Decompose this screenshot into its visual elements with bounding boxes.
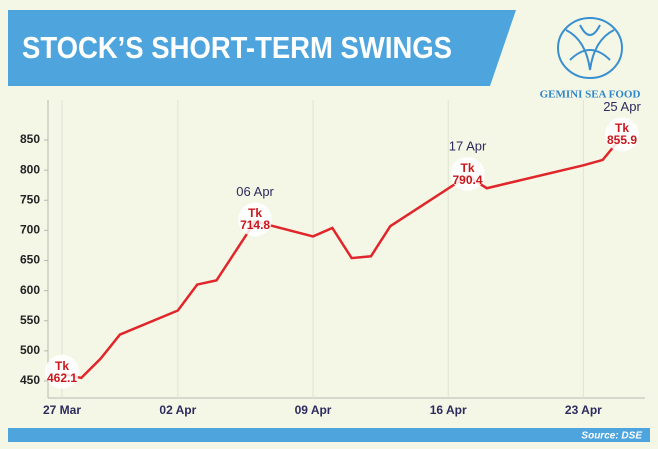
label-halo: [605, 117, 639, 152]
y-tick-label: 800: [20, 162, 40, 176]
y-tick-label: 550: [20, 313, 40, 327]
date-label: 25 Apr: [603, 99, 641, 114]
y-tick-label: 500: [20, 343, 40, 357]
line: [61, 135, 623, 380]
date-label: 06 Apr: [236, 184, 274, 199]
x-tick-label: 02 Apr: [159, 403, 196, 417]
value-label: Tk 790.4: [452, 160, 483, 187]
date-label: 17 Apr: [449, 138, 487, 153]
y-tick-label: 700: [20, 223, 40, 237]
y-tick-label: 450: [20, 373, 40, 387]
title-banner: [8, 10, 516, 86]
y-tick-label: 650: [20, 253, 40, 267]
value-label: Tk 714.8: [240, 206, 271, 233]
source: Source: DSE: [581, 431, 642, 442]
value-label: Tk 462.1: [46, 358, 78, 385]
label-halo: [238, 202, 273, 237]
logo: [557, 17, 623, 79]
logo-text: GEMINI SEA FOOD: [540, 89, 641, 101]
x-tick-label: 27 Mar: [43, 403, 81, 417]
x-tick-label: 16 Apr: [430, 403, 467, 417]
label-halo: [45, 354, 79, 389]
y-tick-label: 750: [20, 192, 40, 206]
footer-bar: [8, 428, 650, 442]
chart-title: STOCK’S SHORT-TERM SWINGS: [22, 30, 452, 65]
y-tick-label: 850: [20, 132, 40, 146]
label-halo: [450, 156, 485, 191]
value-label: Tk 855.9: [606, 121, 638, 148]
x-tick-label: 09 Apr: [295, 403, 332, 417]
y-tick-label: 600: [20, 283, 40, 297]
x-tick-label: 23 Apr: [565, 403, 602, 417]
